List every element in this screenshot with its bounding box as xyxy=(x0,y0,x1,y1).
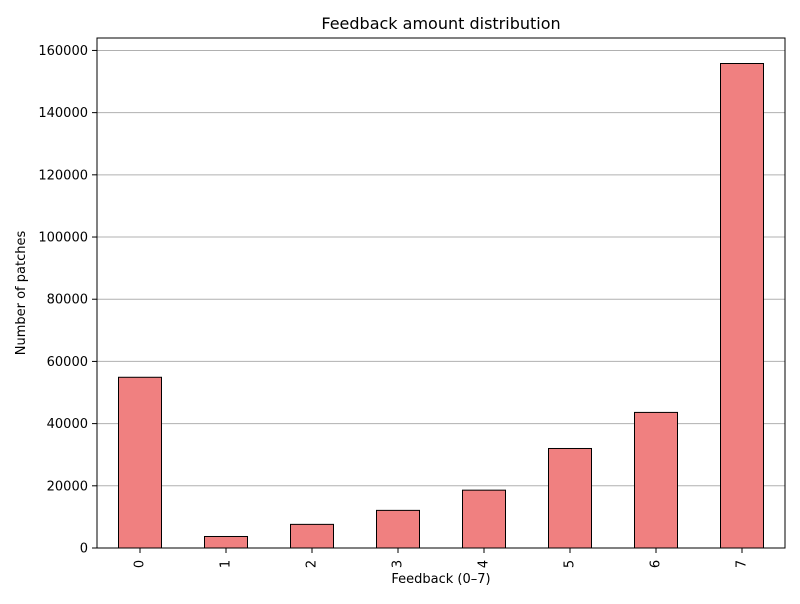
y-tick-label: 60000 xyxy=(47,355,88,370)
chart-title: Feedback amount distribution xyxy=(321,14,560,33)
x-tick-label: 5 xyxy=(563,560,578,568)
bar-1 xyxy=(204,535,248,549)
y-tick-label: 40000 xyxy=(47,417,88,432)
x-tick-label: 4 xyxy=(477,560,492,568)
y-tick-label: 100000 xyxy=(38,231,88,246)
y-tick-label: 120000 xyxy=(38,168,88,183)
bar-7 xyxy=(720,63,764,549)
x-tick-label: 1 xyxy=(219,560,234,568)
bar-3 xyxy=(376,509,420,549)
x-axis-label: Feedback (0–7) xyxy=(391,572,490,587)
y-axis-label: Number of patches xyxy=(14,231,29,356)
y-tick-label: 80000 xyxy=(47,293,88,308)
bars xyxy=(118,63,764,549)
bar-0 xyxy=(118,376,162,549)
bar-4 xyxy=(462,489,506,549)
x-tick-label: 7 xyxy=(735,560,750,568)
x-tick-label: 3 xyxy=(391,560,406,568)
x-axis-ticks: 0 1 2 3 4 5 6 7 xyxy=(133,548,750,568)
y-tick-label: 160000 xyxy=(38,44,88,59)
y-axis-ticks: 0 20000 40000 60000 80000 100000 120000 140000 1… xyxy=(38,44,97,557)
y-tick-label: 20000 xyxy=(47,479,88,494)
x-tick-label: 2 xyxy=(305,560,320,568)
x-tick-label: 0 xyxy=(133,560,148,568)
x-tick-label: 6 xyxy=(649,560,664,568)
y-tick-label: 0 xyxy=(80,542,88,557)
bar-6 xyxy=(634,411,678,549)
y-tick-label: 140000 xyxy=(38,106,88,121)
plot-area-frame xyxy=(96,37,786,549)
bar-2 xyxy=(290,523,334,549)
bar-5 xyxy=(548,447,592,549)
